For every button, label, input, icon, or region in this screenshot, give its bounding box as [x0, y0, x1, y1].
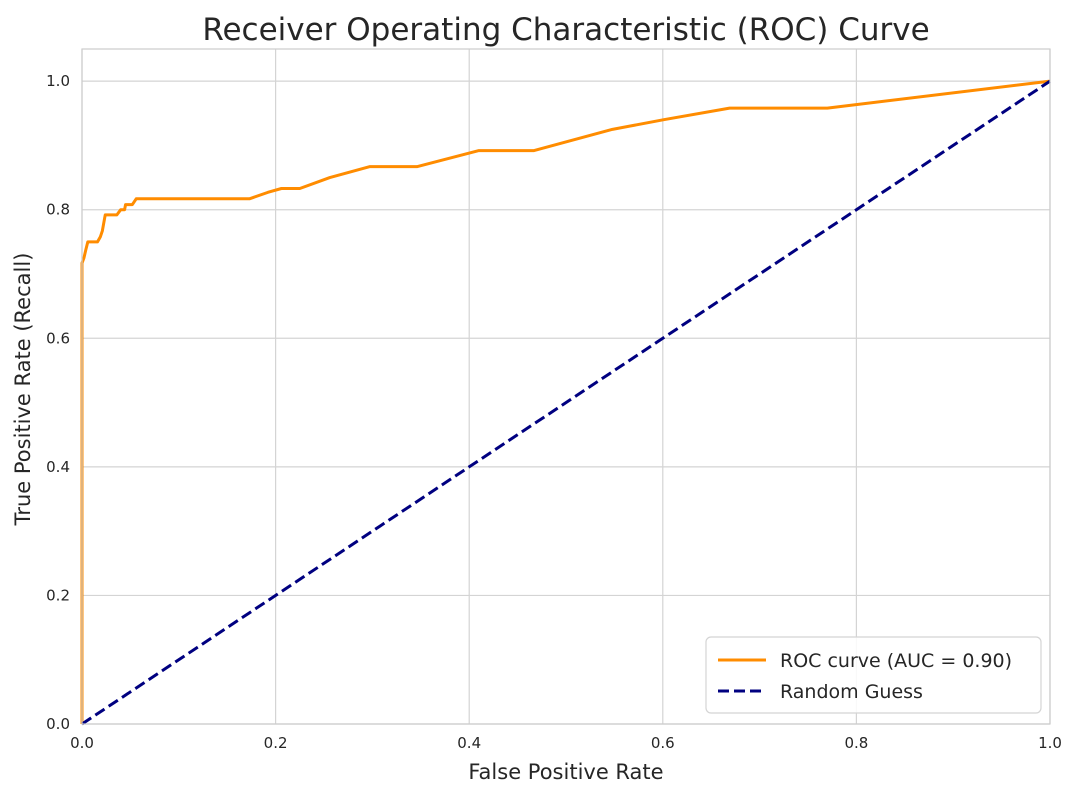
x-axis-label: False Positive Rate: [468, 760, 663, 784]
x-tick-label: 0.4: [457, 734, 481, 752]
y-tick-label: 0.6: [46, 329, 70, 347]
tick-labels: 0.0 0.2 0.4 0.6 0.8 1.0 0.0 0.2 0.4 0.6 0.8 1.0: [46, 72, 1062, 752]
x-tick-label: 0.0: [70, 734, 94, 752]
series-lines: [80, 79, 1051, 726]
y-tick-label: 1.0: [46, 72, 70, 90]
x-tick-label: 0.6: [651, 734, 675, 752]
chart-title: Receiver Operating Characteristic (ROC) …: [202, 12, 929, 48]
y-tick-label: 0.4: [46, 458, 70, 476]
y-axis-label: True Positive Rate (Recall): [11, 253, 35, 527]
x-tick-label: 0.8: [844, 734, 868, 752]
legend-box: [705, 636, 1042, 714]
x-tick-label: 0.2: [264, 734, 288, 752]
grid: [81, 49, 1051, 725]
legend: ROC curve (AUC = 0.90) Random Guess: [705, 636, 1042, 714]
x-tick-label: 1.0: [1038, 734, 1062, 752]
y-tick-label: 0.8: [46, 201, 70, 219]
y-tick-label: 0.0: [46, 715, 70, 733]
plot-frame: [81, 48, 1051, 725]
legend-label-random: Random Guess: [780, 681, 923, 703]
random-guess-line: [81, 79, 1051, 726]
legend-label-roc: ROC curve (AUC = 0.90): [780, 650, 1012, 672]
roc-curve-line: [80, 79, 1051, 724]
y-tick-label: 0.2: [46, 586, 70, 604]
